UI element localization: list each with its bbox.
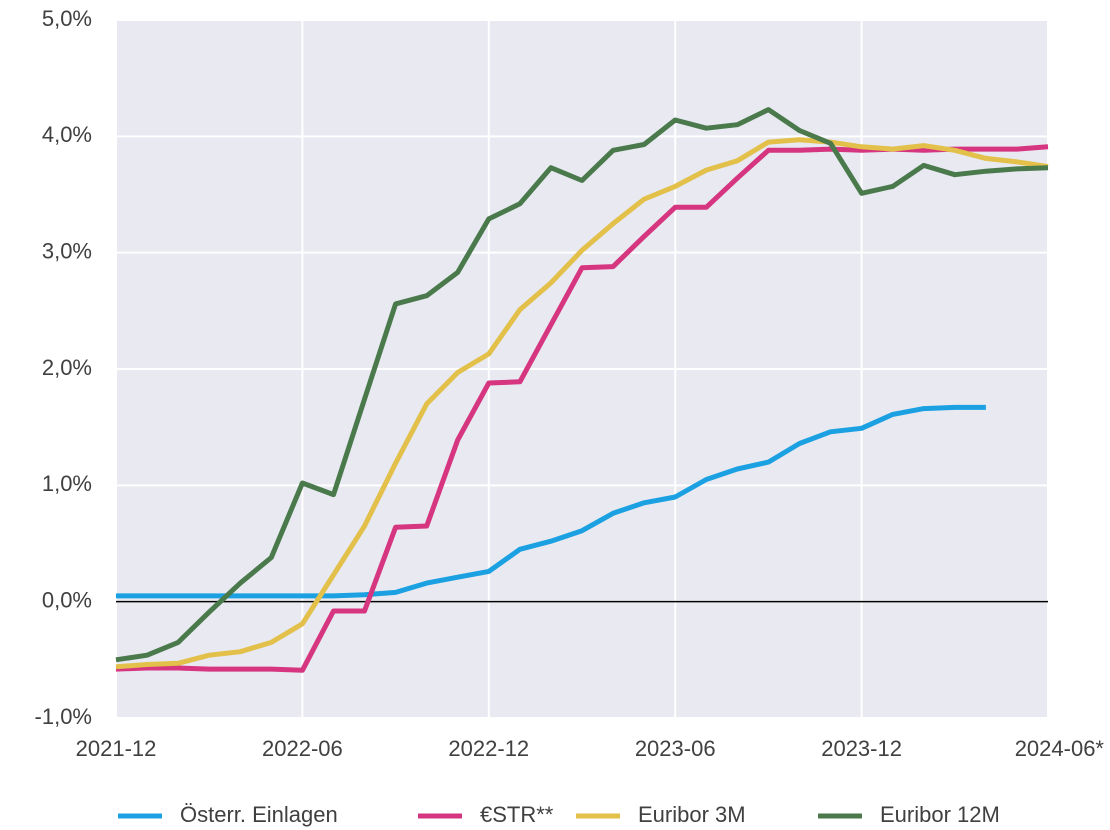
series-line	[115, 137, 1049, 670]
x-tick-label: 2022-12	[448, 736, 529, 761]
x-tick-label: 2024-06*	[1015, 736, 1105, 761]
x-tick-label: 2022-06	[262, 736, 343, 761]
legend-label: Österr. Einlagen	[180, 802, 338, 827]
legend-label: €STR**	[480, 802, 554, 827]
series-line	[115, 107, 1049, 663]
y-tick-label: 5,0%	[42, 6, 92, 31]
x-tick-label: 2021-12	[76, 736, 157, 761]
legend-label: Euribor 12M	[880, 802, 1000, 827]
x-tick-label: 2023-12	[821, 736, 902, 761]
y-tick-label: 1,0%	[42, 471, 92, 496]
y-tick-label: 4,0%	[42, 122, 92, 147]
y-tick-label: -1,0%	[35, 704, 92, 729]
y-tick-label: 0,0%	[42, 587, 92, 612]
legend-label: Euribor 3M	[638, 802, 746, 827]
y-tick-label: 2,0%	[42, 355, 92, 380]
series-line	[116, 404, 986, 599]
y-tick-label: 3,0%	[42, 238, 92, 263]
x-tick-label: 2023-06	[635, 736, 716, 761]
